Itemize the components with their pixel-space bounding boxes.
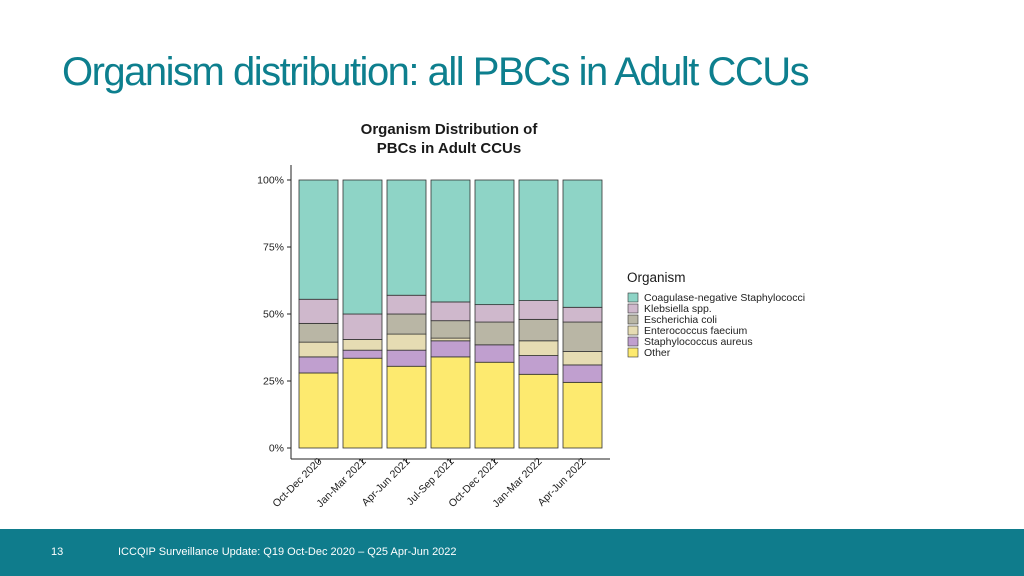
- bar-segment: [386, 179, 427, 296]
- legend-title: Organism: [627, 270, 686, 285]
- legend-label: Klebsiella spp.: [644, 303, 712, 315]
- bar-segment: [430, 179, 471, 303]
- bar-segment: [298, 372, 339, 449]
- legend-swatch: [627, 314, 639, 325]
- bar-segment: [342, 313, 383, 340]
- bar-segment: [342, 179, 383, 315]
- bar-segment: [518, 318, 559, 342]
- bar-segment: [430, 320, 471, 339]
- bar-segment: [474, 321, 515, 346]
- bar-segment: [430, 337, 471, 342]
- legend-label: Coagulase-negative Staphylococci: [644, 292, 805, 304]
- y-tick-label: 0%: [269, 443, 284, 455]
- chart-legend: Organism Coagulase-negative Staphylococci…: [627, 270, 805, 359]
- bar-segment: [474, 361, 515, 449]
- stacked-bar-chart: Organism Distribution of PBCs in Adult CC…: [257, 121, 805, 510]
- bar-segment: [298, 179, 339, 300]
- y-tick-label: 50%: [263, 309, 284, 321]
- legend-swatch: [627, 325, 639, 336]
- bar-segment: [562, 179, 603, 308]
- bar-segment: [474, 344, 515, 363]
- legend-swatch: [627, 303, 639, 314]
- bar-segment: [562, 306, 603, 323]
- bar-segment: [562, 351, 603, 366]
- page-number: 13: [51, 546, 64, 558]
- legend-swatch: [627, 347, 639, 358]
- y-tick-label: 100%: [257, 175, 284, 187]
- y-tick-label: 75%: [263, 242, 284, 254]
- chart-title-line: PBCs in Adult CCUs: [377, 140, 521, 157]
- bar-segment: [298, 298, 339, 324]
- bar-segment: [298, 322, 339, 343]
- y-tick-label: 25%: [263, 376, 284, 388]
- slide-title: Organism distribution: all PBCs in Adult…: [62, 50, 810, 94]
- legend-label: Enterococcus faecium: [644, 325, 748, 337]
- bar-segment: [386, 365, 427, 449]
- bar-segment: [518, 340, 559, 356]
- bar-segment: [430, 301, 471, 322]
- chart-title: Organism Distribution of PBCs in Adult CC…: [361, 121, 539, 157]
- bar-segment: [430, 356, 471, 449]
- bar-segment: [386, 333, 427, 351]
- bar-segment: [518, 355, 559, 375]
- legend-label: Other: [644, 347, 671, 359]
- footer-bar: 13 ICCQIP Surveillance Update: Q19 Oct-D…: [0, 529, 1024, 576]
- bar-segment: [386, 313, 427, 335]
- legend-swatch: [627, 336, 639, 347]
- footer-text: ICCQIP Surveillance Update: Q19 Oct-Dec …: [118, 546, 457, 558]
- legend-label: Staphylococcus aureus: [644, 336, 753, 348]
- bar-segment: [298, 356, 339, 374]
- bar-segment: [474, 179, 515, 306]
- bar-segment: [342, 357, 383, 449]
- bar-segment: [562, 364, 603, 383]
- legend-swatch: [627, 292, 639, 303]
- bar-segment: [298, 341, 339, 358]
- bar-segment: [474, 304, 515, 323]
- bar-segment: [386, 349, 427, 367]
- bar-segment: [342, 339, 383, 351]
- bar-segment: [386, 294, 427, 315]
- bar-segment: [562, 381, 603, 449]
- bar-segment: [518, 373, 559, 449]
- bar-segment: [518, 300, 559, 320]
- chart-axes: 0% 25% 50% 75% 100%: [257, 165, 610, 463]
- bar-segment: [562, 321, 603, 352]
- bar-segment: [430, 340, 471, 358]
- legend-label: Escherichia coli: [644, 314, 717, 326]
- chart-title-line: Organism Distribution of: [361, 121, 539, 138]
- bar-segment: [342, 349, 383, 359]
- bar-segment: [518, 179, 559, 301]
